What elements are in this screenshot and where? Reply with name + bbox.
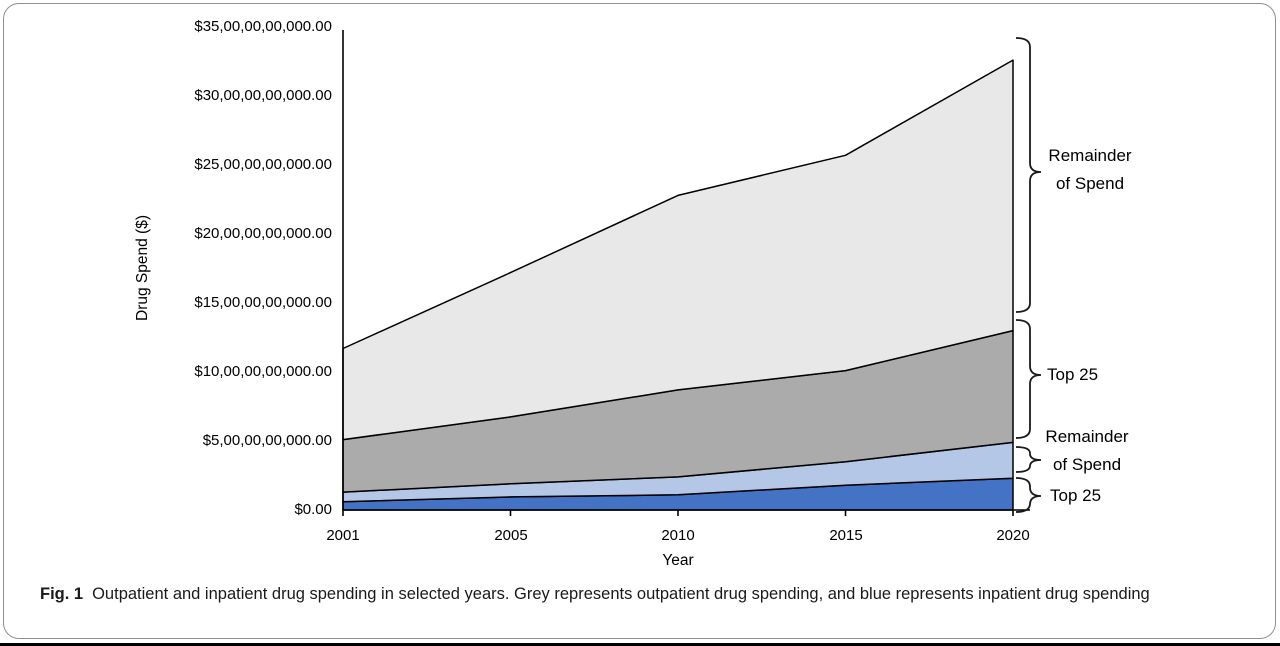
- y-tick-label: $15,00,00,00,000.00: [194, 294, 332, 311]
- page-bottom-rule: [0, 643, 1280, 646]
- y-tick-label: $5,00,00,00,000.00: [202, 432, 332, 449]
- y-tick-label: $30,00,00,00,000.00: [194, 87, 332, 104]
- annotation-line: Remainder: [1045, 427, 1129, 446]
- annotation-brackets: [1015, 37, 1042, 513]
- chart-axes: [342, 30, 1030, 516]
- bracket-inpatient-top25: [1015, 477, 1042, 513]
- annotation-label-inpatient-top25: Top 25: [1050, 482, 1101, 510]
- annotation-line: Remainder: [1048, 146, 1132, 165]
- x-axis-title: Year: [662, 552, 694, 569]
- x-tick-label: 2005: [494, 527, 528, 544]
- annotation-line: of Spend: [1055, 174, 1125, 193]
- x-tick-label: 2020: [996, 527, 1030, 544]
- y-tick-label: $0.00: [294, 501, 332, 518]
- figure-caption-label: Fig. 1: [40, 585, 84, 603]
- annotation-label-outpatient-top25: Top 25: [1047, 361, 1098, 389]
- y-axis-title: Drug Spend ($): [134, 215, 151, 321]
- y-tick-label: $20,00,00,00,000.00: [194, 225, 332, 242]
- x-tick-label: 2001: [326, 527, 360, 544]
- annotation-line: Top 25: [1047, 365, 1099, 384]
- bracket-outpatient-top25: [1015, 319, 1042, 439]
- y-tick-label: $25,00,00,00,000.00: [194, 156, 332, 173]
- x-tick-label: 2010: [661, 527, 695, 544]
- figure-caption-text: Outpatient and inpatient drug spending i…: [92, 585, 1150, 603]
- y-tick-label: $10,00,00,00,000.00: [194, 363, 332, 380]
- bracket-inpatient-remainder: [1015, 446, 1042, 473]
- annotation-label-inpatient-remainder: Remainder of Spend: [1035, 423, 1139, 479]
- area-series-remainder-of-spend-outpatient-: [342, 59, 1014, 441]
- chart-area-series: [342, 59, 1014, 511]
- figure-caption: Fig. 1 Outpatient and inpatient drug spen…: [40, 581, 1210, 607]
- y-tick-label: $35,00,00,00,000.00: [194, 18, 332, 35]
- annotation-line: Top 25: [1050, 486, 1102, 505]
- annotation-line: of Spend: [1052, 455, 1122, 474]
- bracket-outpatient-remainder: [1015, 37, 1042, 313]
- x-tick-label: 2015: [829, 527, 863, 544]
- annotation-label-outpatient-remainder: Remainder of Spend: [1038, 142, 1142, 198]
